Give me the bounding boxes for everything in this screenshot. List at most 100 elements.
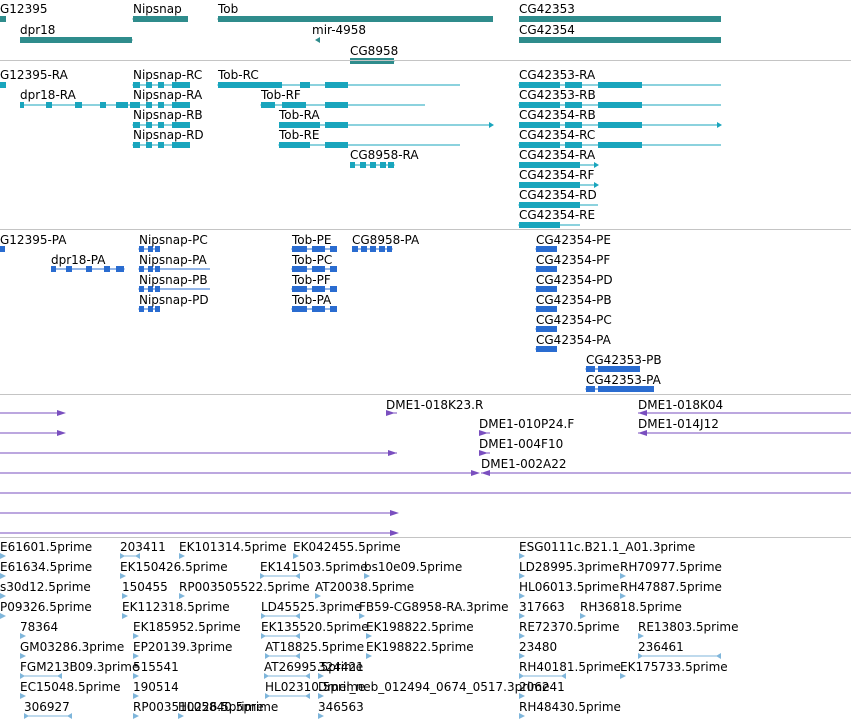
transcript-feature[interactable] <box>518 222 580 228</box>
est-feature[interactable] <box>178 713 184 719</box>
est-feature[interactable] <box>20 653 26 659</box>
bac-feature[interactable] <box>0 530 399 536</box>
transcript-feature[interactable] <box>279 122 494 128</box>
est-feature[interactable] <box>620 593 626 599</box>
transcript-feature[interactable] <box>132 102 190 108</box>
protein-feature[interactable] <box>535 246 557 252</box>
est-feature[interactable] <box>318 673 324 679</box>
transcript-feature[interactable] <box>278 142 460 148</box>
est-feature[interactable] <box>179 553 185 559</box>
est-feature[interactable] <box>519 653 525 659</box>
est-feature[interactable] <box>133 713 139 719</box>
est-feature[interactable] <box>315 593 321 599</box>
transcript-feature[interactable] <box>132 122 190 128</box>
est-feature[interactable] <box>20 633 26 639</box>
bac-feature[interactable] <box>0 470 480 476</box>
est-feature[interactable] <box>179 593 185 599</box>
protein-feature[interactable] <box>535 346 557 352</box>
est-feature[interactable] <box>20 673 62 679</box>
est-feature[interactable] <box>122 593 128 599</box>
est-feature[interactable] <box>519 593 525 599</box>
est-feature[interactable] <box>638 633 644 639</box>
est-feature[interactable] <box>366 653 372 659</box>
transcript-feature[interactable] <box>519 182 599 188</box>
est-feature[interactable] <box>580 613 586 619</box>
est-feature[interactable] <box>265 693 310 699</box>
est-feature[interactable] <box>133 673 139 679</box>
protein-feature[interactable] <box>138 286 210 292</box>
est-feature[interactable] <box>620 573 626 579</box>
est-feature[interactable] <box>120 573 126 579</box>
gene-feature[interactable] <box>519 16 721 22</box>
protein-feature[interactable] <box>51 266 125 272</box>
est-feature[interactable] <box>133 633 139 639</box>
transcript-feature[interactable] <box>20 102 141 108</box>
protein-feature[interactable] <box>138 266 210 272</box>
protein-feature[interactable] <box>535 326 557 332</box>
est-feature[interactable] <box>519 693 525 699</box>
protein-feature[interactable] <box>138 306 160 312</box>
transcript-feature[interactable] <box>518 102 721 108</box>
transcript-feature[interactable] <box>518 202 598 208</box>
est-feature[interactable] <box>519 573 525 579</box>
est-feature[interactable] <box>519 613 525 619</box>
gene-feature[interactable] <box>350 58 395 64</box>
transcript-feature[interactable] <box>518 82 721 88</box>
bac-feature[interactable] <box>0 450 397 456</box>
est-feature[interactable] <box>359 613 365 619</box>
est-feature[interactable] <box>519 673 566 679</box>
protein-feature[interactable] <box>0 246 5 252</box>
bac-feature[interactable] <box>479 450 490 456</box>
bac-feature[interactable] <box>479 430 490 436</box>
bac-feature[interactable] <box>638 410 851 416</box>
est-feature[interactable] <box>133 693 139 699</box>
transcript-feature[interactable] <box>518 142 721 148</box>
est-feature[interactable] <box>261 633 300 639</box>
est-feature[interactable] <box>120 553 140 559</box>
protein-feature[interactable] <box>291 246 337 252</box>
bac-feature[interactable] <box>0 410 66 416</box>
transcript-feature[interactable] <box>132 82 190 88</box>
bac-feature[interactable] <box>638 430 851 436</box>
bac-feature[interactable] <box>0 430 66 436</box>
est-feature[interactable] <box>620 673 626 679</box>
protein-feature[interactable] <box>585 386 654 392</box>
protein-feature[interactable] <box>352 246 393 252</box>
est-feature[interactable] <box>265 653 300 659</box>
est-feature[interactable] <box>261 613 300 619</box>
bac-feature[interactable] <box>386 410 397 416</box>
transcript-feature[interactable] <box>260 102 425 108</box>
est-feature[interactable] <box>293 553 299 559</box>
transcript-feature[interactable] <box>519 122 722 128</box>
protein-feature[interactable] <box>291 306 337 312</box>
est-feature[interactable] <box>122 613 128 619</box>
est-feature[interactable] <box>0 553 6 559</box>
est-feature[interactable] <box>519 633 525 639</box>
est-feature[interactable] <box>20 693 26 699</box>
transcript-feature[interactable] <box>519 162 599 168</box>
est-feature[interactable] <box>364 573 370 579</box>
gene-feature[interactable] <box>315 37 320 43</box>
transcript-feature[interactable] <box>350 162 395 168</box>
gene-feature[interactable] <box>132 16 188 22</box>
protein-feature[interactable] <box>291 266 337 272</box>
gene-feature[interactable] <box>0 16 6 22</box>
est-feature[interactable] <box>366 633 372 639</box>
bac-feature[interactable] <box>0 510 399 516</box>
protein-feature[interactable] <box>585 366 640 372</box>
est-feature[interactable] <box>638 653 721 659</box>
gene-feature[interactable] <box>519 37 721 43</box>
est-feature[interactable] <box>0 573 6 579</box>
transcript-feature[interactable] <box>0 82 6 88</box>
est-feature[interactable] <box>133 653 139 659</box>
est-feature[interactable] <box>260 573 300 579</box>
protein-feature[interactable] <box>291 286 337 292</box>
est-feature[interactable] <box>264 673 310 679</box>
bac-feature[interactable] <box>481 470 851 476</box>
transcript-feature[interactable] <box>217 82 460 88</box>
est-feature[interactable] <box>519 713 525 719</box>
est-feature[interactable] <box>318 693 324 699</box>
est-feature[interactable] <box>0 613 6 619</box>
protein-feature[interactable] <box>138 246 160 252</box>
protein-feature[interactable] <box>535 266 557 272</box>
